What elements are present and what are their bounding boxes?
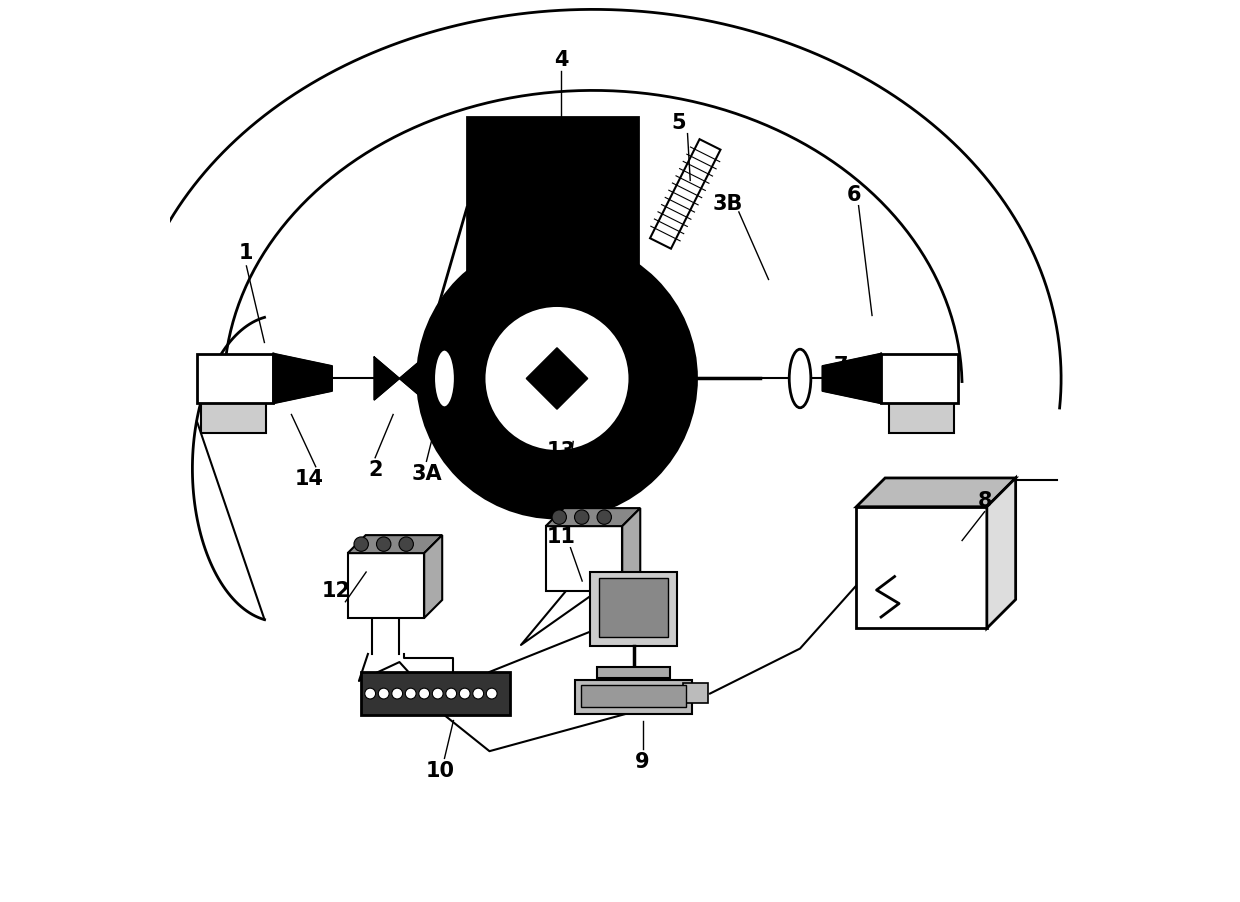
Polygon shape: [399, 358, 424, 400]
Text: 5: 5: [671, 113, 686, 133]
Polygon shape: [987, 478, 1016, 629]
Ellipse shape: [434, 350, 455, 409]
Ellipse shape: [789, 350, 811, 409]
Polygon shape: [273, 354, 332, 404]
Text: 6: 6: [847, 185, 862, 205]
Text: 13: 13: [547, 441, 577, 461]
Polygon shape: [546, 509, 640, 527]
Circle shape: [446, 688, 456, 699]
Bar: [197, 354, 273, 404]
Text: 4: 4: [554, 50, 569, 69]
Text: 9: 9: [635, 751, 650, 771]
Bar: [582, 685, 686, 707]
Bar: [889, 404, 954, 434]
Circle shape: [596, 511, 611, 525]
Polygon shape: [347, 536, 443, 554]
Bar: [683, 683, 708, 703]
Text: 3B: 3B: [713, 194, 743, 214]
Polygon shape: [424, 536, 443, 618]
Polygon shape: [622, 509, 640, 592]
Polygon shape: [526, 348, 588, 410]
Circle shape: [418, 240, 697, 519]
Text: 8: 8: [977, 491, 992, 511]
Text: 10: 10: [425, 760, 454, 780]
Circle shape: [552, 511, 567, 525]
Bar: [467, 118, 639, 299]
Circle shape: [378, 688, 389, 699]
Circle shape: [486, 688, 497, 699]
Circle shape: [405, 688, 417, 699]
Text: 11: 11: [547, 527, 577, 547]
Bar: [857, 507, 987, 629]
Circle shape: [399, 538, 413, 552]
Circle shape: [472, 688, 484, 699]
Bar: [598, 667, 670, 678]
Bar: [546, 527, 622, 592]
Bar: [882, 354, 957, 404]
Circle shape: [392, 688, 403, 699]
Text: 14: 14: [295, 468, 324, 488]
Circle shape: [459, 688, 470, 699]
Circle shape: [419, 688, 429, 699]
Bar: [361, 672, 510, 715]
Text: 12: 12: [322, 580, 351, 601]
Circle shape: [365, 688, 376, 699]
Circle shape: [574, 511, 589, 525]
Text: 3A: 3A: [412, 464, 441, 483]
Polygon shape: [857, 478, 1016, 507]
Bar: [599, 579, 667, 637]
Circle shape: [433, 688, 443, 699]
Polygon shape: [650, 140, 720, 250]
Bar: [575, 680, 692, 714]
Bar: [590, 573, 677, 646]
Bar: [201, 404, 267, 434]
Polygon shape: [374, 358, 399, 400]
Circle shape: [485, 307, 630, 452]
Text: 1: 1: [239, 244, 254, 263]
Bar: [347, 554, 424, 618]
Polygon shape: [822, 354, 882, 404]
Circle shape: [377, 538, 391, 552]
Text: 7: 7: [833, 355, 848, 375]
Text: 2: 2: [368, 459, 382, 479]
Circle shape: [353, 538, 368, 552]
